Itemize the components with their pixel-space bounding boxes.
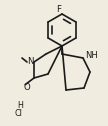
Text: O: O: [24, 83, 30, 91]
Text: H: H: [17, 102, 23, 111]
Text: Cl: Cl: [14, 109, 22, 118]
Text: NH: NH: [85, 52, 97, 60]
Text: N: N: [27, 57, 33, 67]
Text: F: F: [56, 5, 61, 13]
